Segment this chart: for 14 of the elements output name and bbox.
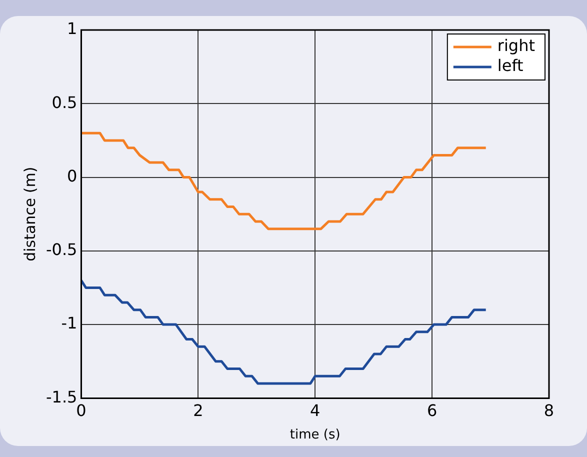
y-tick-label: -1 xyxy=(61,314,78,333)
y-tick-label: 0 xyxy=(67,166,78,186)
x-tick-label: 4 xyxy=(310,400,320,420)
y-tick-label: -0.5 xyxy=(46,240,78,260)
x-tick-label: 2 xyxy=(193,400,204,420)
legend-label: left xyxy=(497,56,524,76)
legend-label: right xyxy=(497,36,535,56)
x-tick-label: 6 xyxy=(426,400,438,420)
y-axis-title: distance (m) xyxy=(20,166,39,262)
x-tick-label: 8 xyxy=(544,400,554,420)
y-tick-label: 0.5 xyxy=(52,92,78,112)
y-tick-label: -1.5 xyxy=(46,387,78,406)
y-tick-label: 1 xyxy=(67,19,78,38)
x-axis-title: time (s) xyxy=(290,428,340,443)
